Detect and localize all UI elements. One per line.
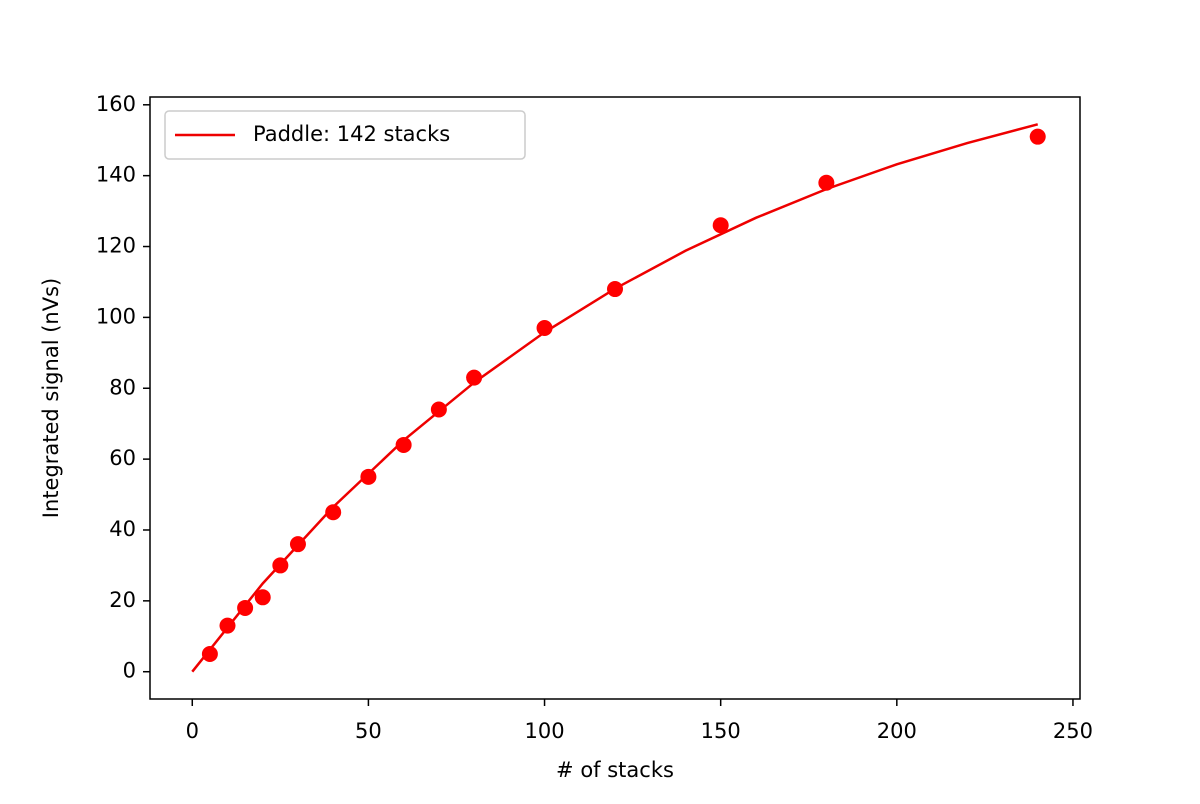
y-tick-label: 100 (96, 304, 136, 328)
y-tick-label: 160 (96, 92, 136, 116)
data-point (430, 401, 447, 418)
data-point (201, 646, 218, 663)
data-point (360, 468, 377, 485)
fit-line (191, 123, 1039, 673)
data-point (818, 174, 835, 191)
data-point (325, 504, 342, 521)
x-tick-label: 250 (1053, 719, 1093, 743)
data-point (219, 617, 236, 634)
y-tick-label: 140 (96, 163, 136, 187)
x-tick-label: 0 (186, 719, 199, 743)
data-point (536, 320, 553, 337)
x-axis-label: # of stacks (556, 758, 674, 782)
y-axis-label: Integrated signal (nVs) (39, 278, 63, 518)
legend-box (164, 110, 526, 160)
legend-label: Paddle: 142 stacks (253, 122, 450, 146)
y-tick-label: 60 (109, 446, 136, 470)
y-tick-label: 120 (96, 234, 136, 258)
data-point (1029, 128, 1046, 145)
data-point (466, 369, 483, 386)
plot-frame (149, 96, 1081, 700)
x-tick-label: 50 (355, 719, 382, 743)
y-tick-label: 20 (109, 588, 136, 612)
y-tick-label: 40 (109, 517, 136, 541)
data-point (254, 589, 271, 606)
data-point (272, 557, 289, 574)
data-point (607, 281, 623, 298)
data-point (237, 599, 254, 616)
data-point (395, 436, 412, 453)
y-tick-label: 80 (109, 375, 136, 399)
y-tick-label: 0 (123, 659, 136, 683)
data-point (712, 217, 729, 234)
x-tick-label: 200 (877, 719, 917, 743)
x-tick-label: 100 (524, 719, 564, 743)
data-point (289, 536, 306, 553)
x-tick-label: 150 (701, 719, 741, 743)
